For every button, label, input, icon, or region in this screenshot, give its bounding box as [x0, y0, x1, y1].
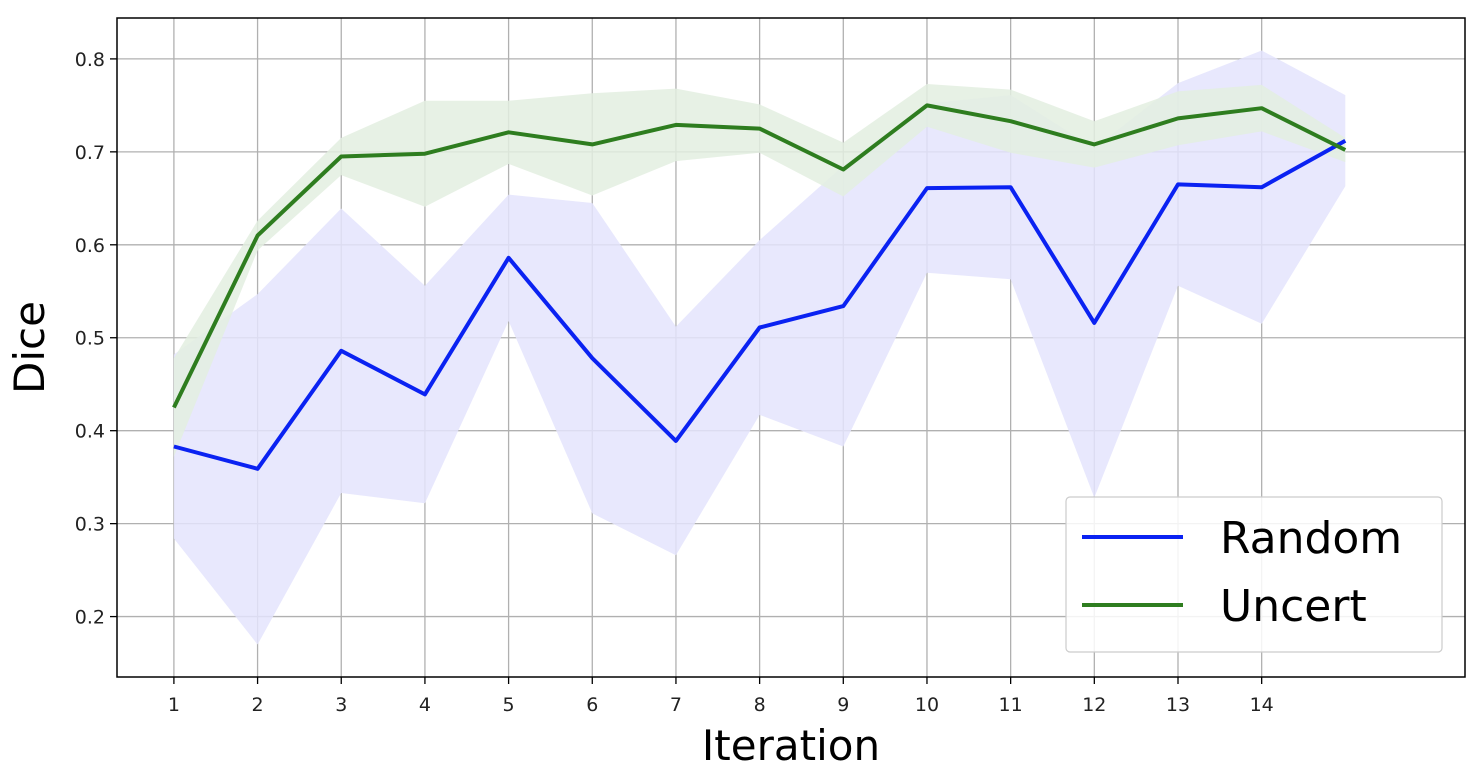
legend: Random Uncert: [1065, 496, 1443, 653]
x-tick-label: 7: [670, 694, 682, 716]
x-axis-ticks: 1 2 3 4 5 6 7 8 9 10 11 12 13 14: [168, 677, 1274, 716]
y-tick-label: 0.2: [75, 607, 105, 629]
x-tick-label: 14: [1250, 694, 1274, 716]
x-tick-label: 5: [503, 694, 515, 716]
y-tick-label: 0.4: [75, 421, 105, 443]
y-tick-label: 0.7: [75, 142, 105, 164]
band-uncert: [173, 84, 1346, 457]
x-axis-label: Iteration: [702, 721, 880, 770]
x-tick-label: 1: [168, 694, 180, 716]
x-tick-label: 6: [586, 694, 598, 716]
legend-label-uncert: Uncert: [1220, 581, 1367, 632]
x-tick-label: 8: [754, 694, 766, 716]
x-tick-label: 3: [335, 694, 347, 716]
x-tick-label: 2: [252, 694, 264, 716]
line-uncert: [172, 103, 1347, 409]
band-random: [173, 50, 1346, 645]
y-axis-ticks: 0.2 0.3 0.4 0.5 0.6 0.7 0.8: [75, 49, 117, 629]
y-tick-label: 0.6: [75, 235, 105, 257]
y-tick-label: 0.8: [75, 49, 105, 71]
series-lines: [172, 103, 1347, 471]
x-tick-label: 13: [1166, 694, 1190, 716]
confidence-bands: [173, 50, 1346, 645]
line-random: [173, 138, 1347, 471]
x-tick-label: 9: [837, 694, 849, 716]
x-tick-label: 11: [999, 694, 1023, 716]
y-axis-label: Dice: [5, 301, 54, 394]
y-tick-label: 0.5: [75, 328, 105, 350]
plot-frame: [116, 17, 1466, 678]
x-tick-label: 4: [419, 694, 431, 716]
x-tick-label: 12: [1082, 694, 1106, 716]
y-tick-label: 0.3: [75, 514, 105, 536]
legend-label-random: Random: [1220, 513, 1402, 564]
x-tick-label: 10: [915, 694, 939, 716]
